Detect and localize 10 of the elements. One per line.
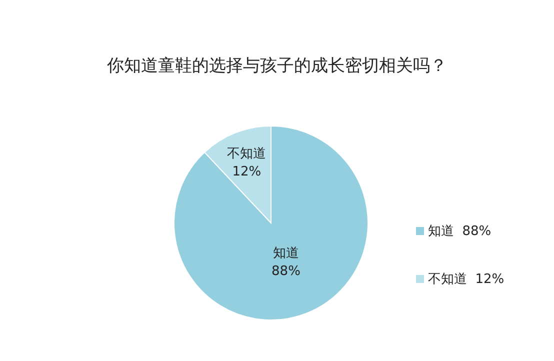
slice-label: 知道 — [272, 246, 299, 261]
legend-label: 不知道 — [428, 272, 467, 287]
pie-slice — [174, 126, 368, 320]
chart-title: 你知道童鞋的选择与孩子的成长密切相关吗？ — [106, 55, 448, 77]
text: 88% — [462, 224, 492, 239]
data-label: 12% — [232, 164, 262, 180]
text: 12% — [475, 272, 504, 287]
slice-label: 不知道 — [227, 146, 266, 162]
data-label: 88% — [272, 264, 300, 279]
legend-label: 知道 — [428, 224, 454, 239]
